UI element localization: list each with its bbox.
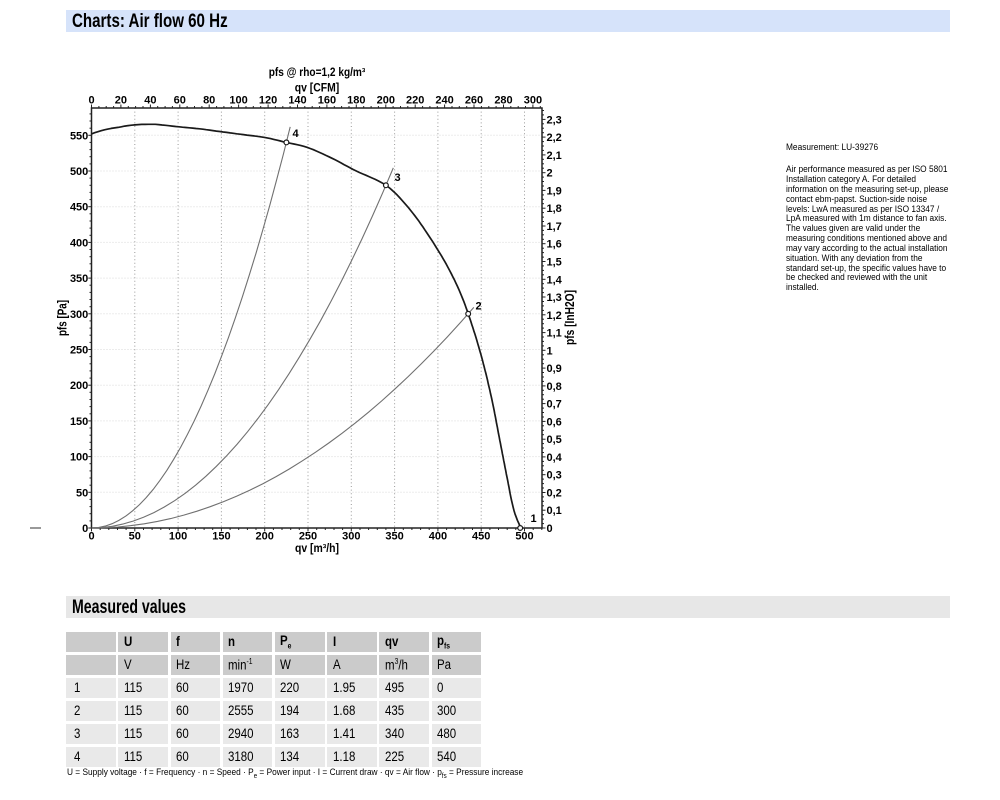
svg-text:0,7: 0,7 — [547, 399, 562, 411]
svg-text:450: 450 — [70, 202, 88, 214]
svg-text:300: 300 — [342, 531, 360, 543]
svg-text:1,5: 1,5 — [547, 257, 562, 269]
svg-text:140: 140 — [288, 95, 306, 107]
svg-text:1,2: 1,2 — [547, 310, 562, 322]
svg-text:240: 240 — [435, 95, 453, 107]
svg-text:1,6: 1,6 — [547, 239, 562, 251]
svg-text:400: 400 — [70, 237, 88, 249]
svg-text:160: 160 — [318, 95, 336, 107]
svg-text:pfs @ rho=1,2 kg/m³: pfs @ rho=1,2 kg/m³ — [269, 67, 366, 79]
svg-text:pfs [Pa]: pfs [Pa] — [56, 300, 70, 336]
svg-text:200: 200 — [70, 380, 88, 392]
svg-text:100: 100 — [169, 531, 187, 543]
svg-text:0,8: 0,8 — [547, 381, 562, 393]
svg-text:4: 4 — [293, 128, 300, 140]
svg-text:250: 250 — [299, 531, 317, 543]
svg-text:0,5: 0,5 — [547, 434, 562, 446]
svg-text:2,1: 2,1 — [547, 150, 562, 162]
svg-text:2,3: 2,3 — [547, 114, 562, 126]
svg-text:20: 20 — [115, 95, 127, 107]
svg-text:1,4: 1,4 — [547, 274, 563, 286]
svg-text:280: 280 — [494, 95, 512, 107]
svg-text:2: 2 — [476, 301, 482, 313]
svg-text:350: 350 — [70, 273, 88, 285]
svg-text:120: 120 — [259, 95, 277, 107]
svg-text:60: 60 — [174, 95, 186, 107]
svg-text:500: 500 — [70, 166, 88, 178]
svg-text:40: 40 — [144, 95, 156, 107]
svg-text:50: 50 — [76, 487, 88, 499]
svg-text:100: 100 — [70, 452, 88, 464]
svg-text:0,2: 0,2 — [547, 488, 562, 500]
svg-text:0,1: 0,1 — [547, 505, 562, 517]
svg-text:80: 80 — [203, 95, 215, 107]
svg-text:0,6: 0,6 — [547, 416, 562, 428]
svg-text:3: 3 — [395, 172, 401, 184]
svg-text:2: 2 — [547, 168, 553, 180]
svg-text:1,3: 1,3 — [547, 292, 562, 304]
svg-text:0: 0 — [88, 531, 94, 543]
svg-text:0: 0 — [547, 523, 553, 535]
svg-text:1: 1 — [531, 513, 537, 525]
svg-text:100: 100 — [229, 95, 247, 107]
svg-text:0: 0 — [88, 95, 94, 107]
svg-text:500: 500 — [515, 531, 533, 543]
svg-text:0,9: 0,9 — [547, 363, 562, 375]
svg-text:300: 300 — [524, 95, 542, 107]
svg-text:1,8: 1,8 — [547, 203, 562, 215]
svg-text:400: 400 — [429, 531, 447, 543]
svg-text:0,3: 0,3 — [547, 470, 562, 482]
svg-text:200: 200 — [256, 531, 274, 543]
svg-text:200: 200 — [377, 95, 395, 107]
svg-text:550: 550 — [70, 130, 88, 142]
svg-text:300: 300 — [70, 309, 88, 321]
svg-text:150: 150 — [212, 531, 230, 543]
svg-text:0: 0 — [82, 523, 88, 535]
svg-text:0,4: 0,4 — [547, 452, 563, 464]
svg-text:qv [CFM]: qv [CFM] — [295, 83, 340, 95]
svg-text:50: 50 — [129, 531, 141, 543]
svg-text:450: 450 — [472, 531, 490, 543]
svg-text:350: 350 — [385, 531, 403, 543]
svg-text:180: 180 — [347, 95, 365, 107]
svg-text:260: 260 — [465, 95, 483, 107]
svg-text:2,2: 2,2 — [547, 132, 562, 144]
svg-text:1,7: 1,7 — [547, 221, 562, 233]
svg-text:pfs [InH2O]: pfs [InH2O] — [563, 290, 577, 345]
svg-text:qv [m³/h]: qv [m³/h] — [295, 543, 339, 555]
svg-text:250: 250 — [70, 345, 88, 357]
svg-text:220: 220 — [406, 95, 424, 107]
svg-text:1,9: 1,9 — [547, 185, 562, 197]
svg-text:1,1: 1,1 — [547, 328, 562, 340]
svg-text:1: 1 — [547, 345, 553, 357]
svg-text:150: 150 — [70, 416, 88, 428]
